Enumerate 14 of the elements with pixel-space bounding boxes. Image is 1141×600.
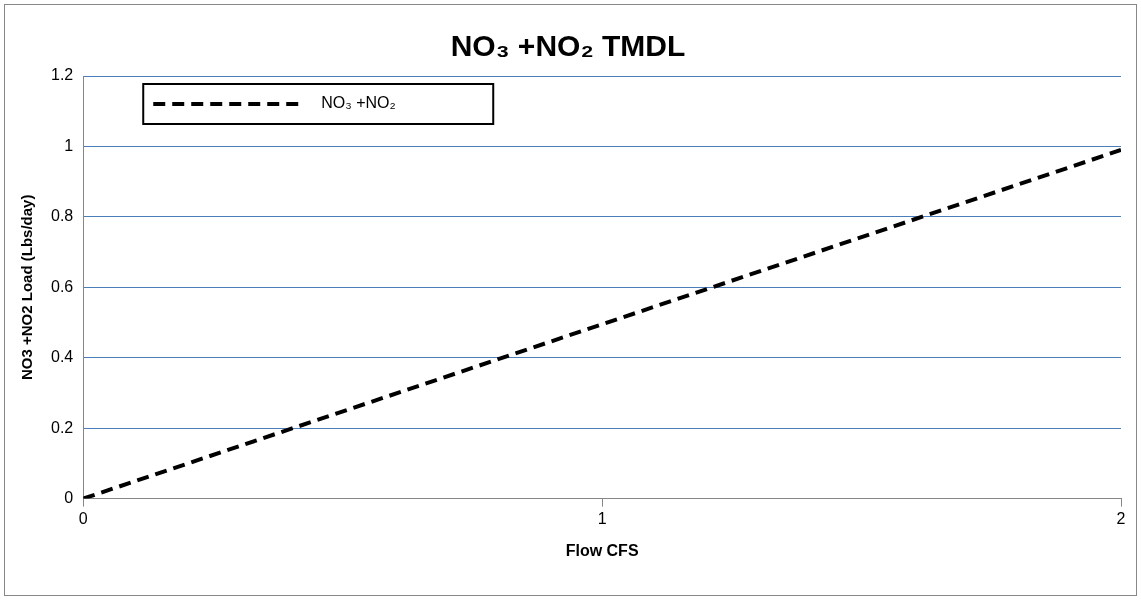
chart-title: NO₃ +NO₂ TMDL xyxy=(450,29,686,63)
y-axis-title: NO3 +NO2 Load (Lbs/day) xyxy=(18,194,36,381)
y-tick-label: 0 xyxy=(64,489,74,507)
y-tick-label: 0.4 xyxy=(50,348,74,366)
x-tick-label: 2 xyxy=(1116,509,1126,527)
text: NO₃ +NO₂ xyxy=(321,94,396,112)
y-tick-label: 0.6 xyxy=(50,277,74,295)
x-tick-label: 0 xyxy=(78,509,88,527)
x-tick-label: 1 xyxy=(597,509,607,527)
y-tick-label: 1.2 xyxy=(50,66,74,84)
x-axis-title: Flow CFS xyxy=(565,541,639,559)
y-tick-label: 1 xyxy=(64,136,74,154)
y-tick-label: 0.2 xyxy=(50,418,74,436)
y-tick-label: 0.8 xyxy=(50,207,74,225)
